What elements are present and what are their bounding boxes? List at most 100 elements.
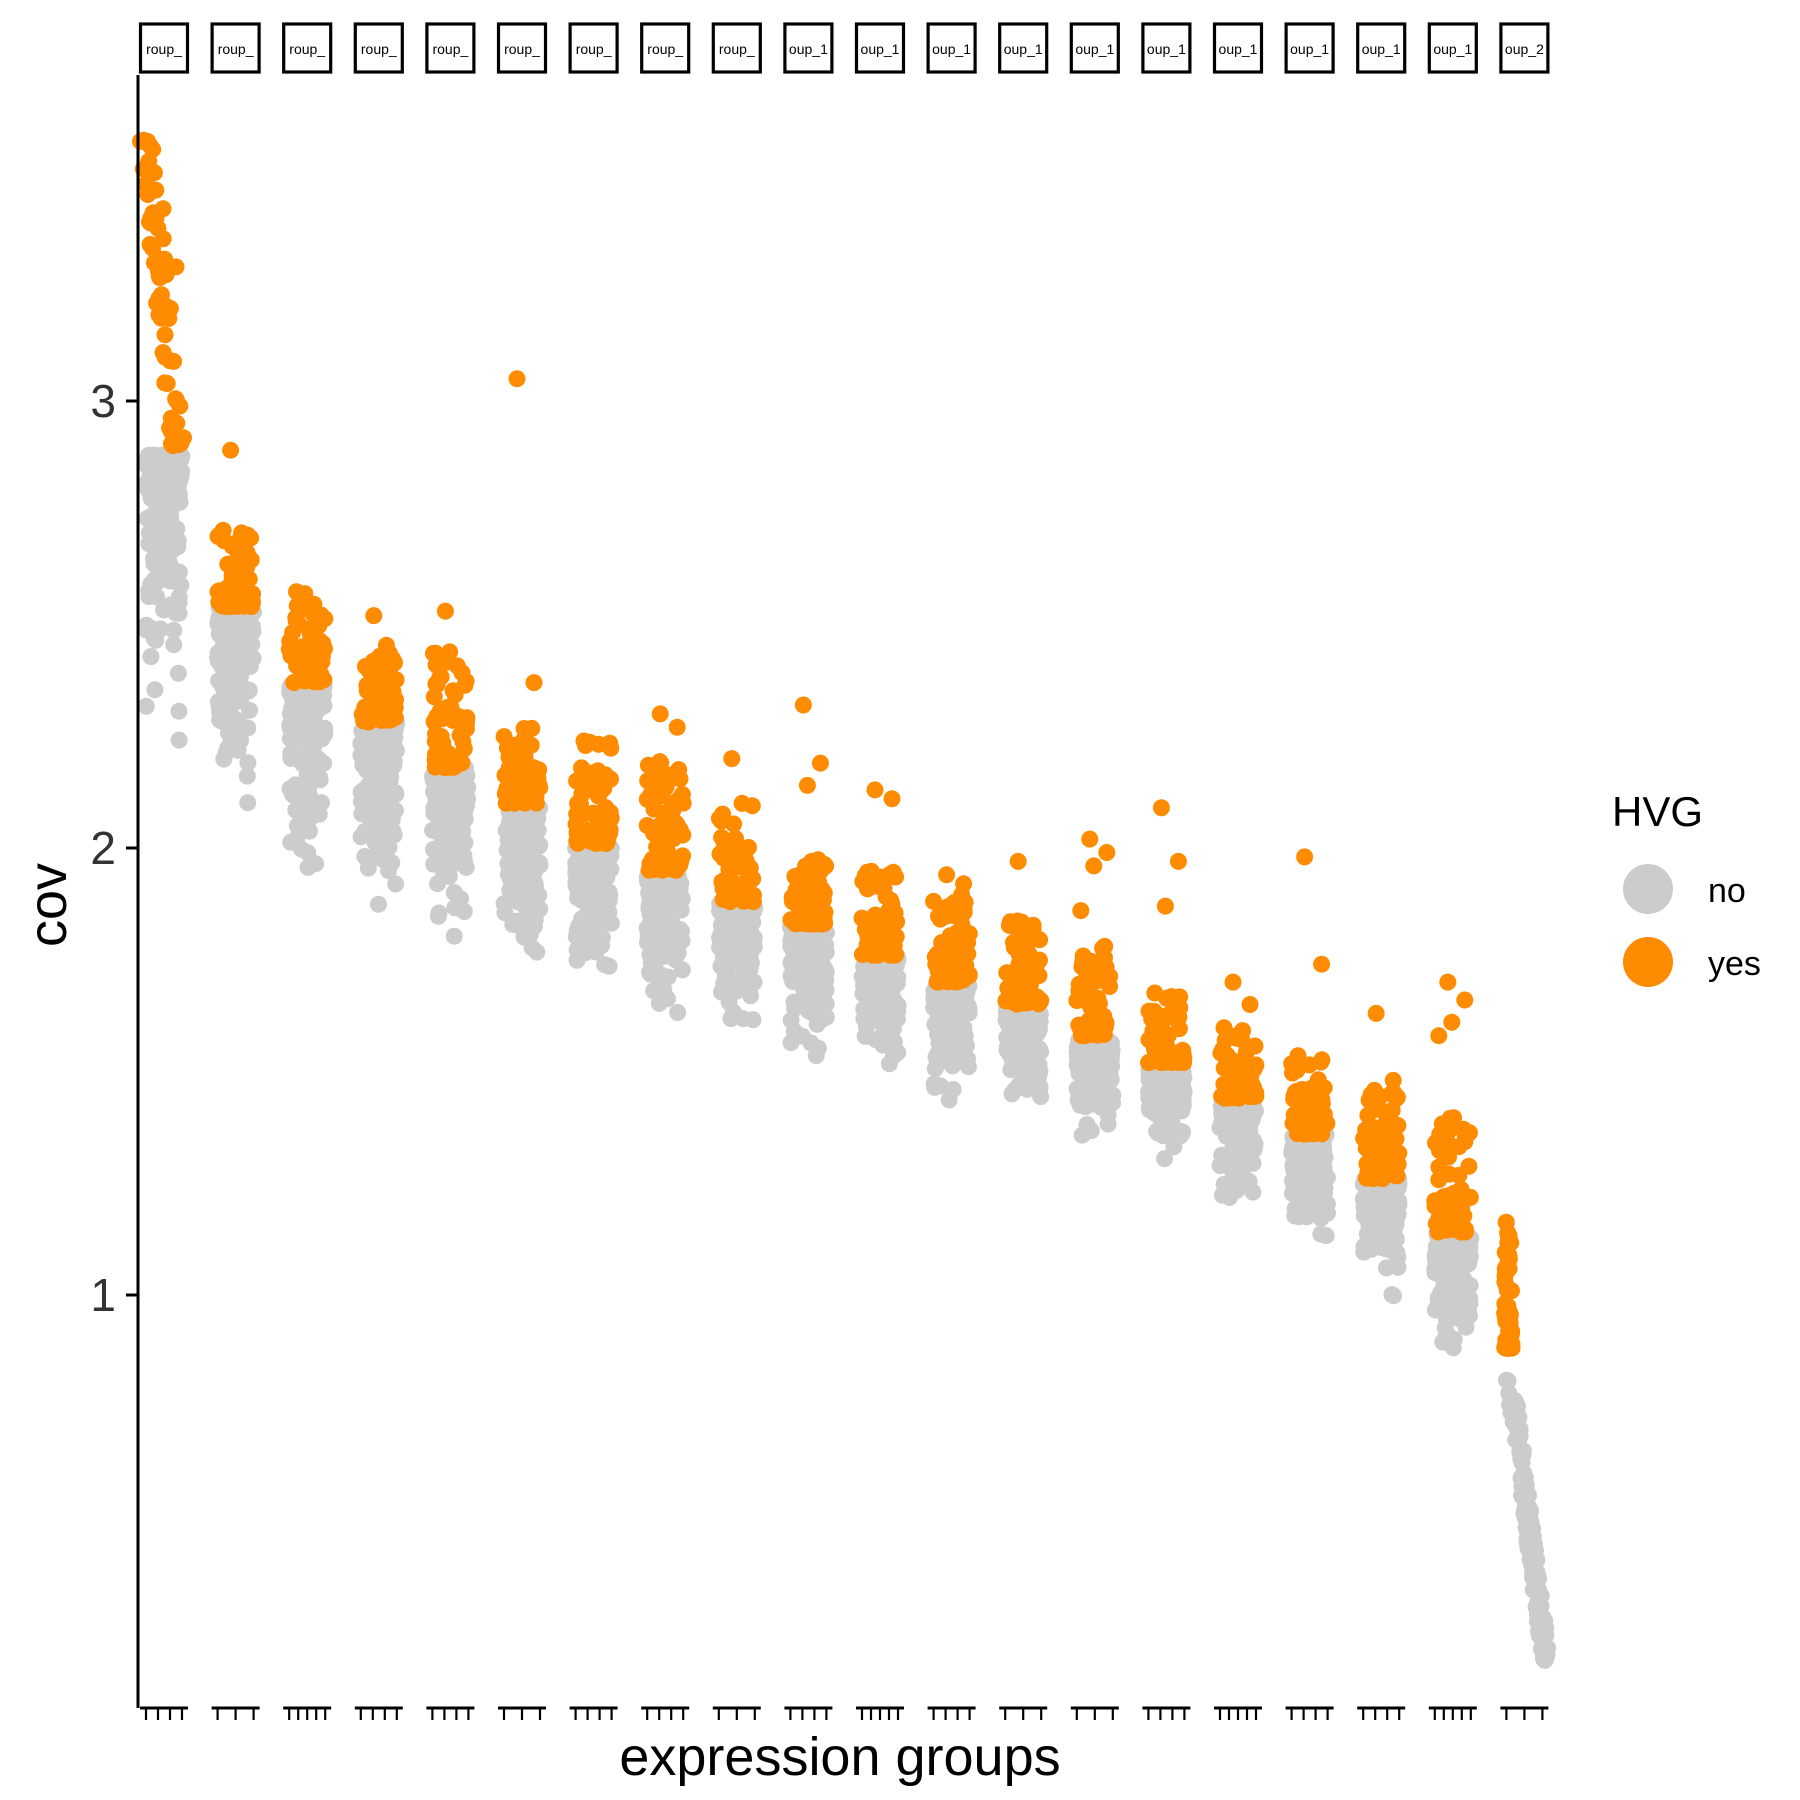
point-yes-outlier [723, 750, 741, 768]
point-no [314, 725, 332, 743]
point-yes-outlier [1085, 857, 1103, 875]
point-yes [438, 758, 456, 776]
facet-strip-19: oup_1 [1427, 22, 1478, 74]
point-yes [868, 877, 885, 895]
point-no [1216, 1152, 1234, 1170]
point-no [1432, 1297, 1450, 1315]
point-no [508, 858, 526, 876]
point-no [1237, 1119, 1255, 1136]
point-no [169, 538, 187, 556]
point-yes [1364, 1101, 1382, 1119]
point-no [1434, 1333, 1452, 1351]
point-yes [152, 257, 170, 275]
point-yes-outlier [1081, 830, 1099, 848]
facet-strip-13: oup_1 [998, 22, 1049, 74]
point-yes [815, 855, 833, 873]
point-yes [650, 762, 668, 780]
point-yes [142, 214, 159, 232]
point-yes [1073, 1026, 1091, 1044]
point-no [1159, 1092, 1177, 1109]
point-yes [242, 596, 260, 614]
x-axis-title: expression groups [619, 1727, 1060, 1787]
point-no [1449, 1290, 1467, 1308]
point-yes [154, 344, 172, 362]
point-no [155, 520, 172, 538]
point-no [889, 996, 907, 1014]
facet-points-8 [638, 705, 692, 1021]
point-no [446, 899, 464, 917]
point-yes [1096, 937, 1114, 955]
facet-points-4 [352, 607, 406, 913]
point-no [145, 630, 163, 648]
point-yes-outlier [222, 441, 240, 459]
point-no [219, 696, 237, 714]
point-no [1385, 1287, 1403, 1305]
facet-strip-label: roup_ [361, 41, 397, 57]
facet-points-9 [710, 750, 764, 1029]
point-yes [655, 831, 673, 849]
point-no [652, 966, 670, 984]
point-no [880, 1028, 898, 1046]
point-yes [601, 803, 619, 821]
facet-strip-label: oup_1 [789, 41, 828, 57]
point-no [1312, 1209, 1330, 1227]
x-axis-group-18 [1357, 1706, 1406, 1720]
point-no [227, 736, 245, 753]
point-yes [1383, 1101, 1401, 1119]
point-yes [1227, 1087, 1245, 1105]
point-yes [1301, 1123, 1319, 1141]
point-yes [156, 326, 174, 344]
point-yes [866, 929, 884, 947]
point-yes-outlier [1456, 991, 1474, 1009]
point-yes-outlier [239, 526, 257, 544]
y-axis-title: cov [18, 863, 78, 947]
point-no [153, 504, 171, 521]
point-yes [385, 671, 403, 688]
point-yes-outlier [794, 696, 812, 714]
point-no [370, 895, 387, 913]
point-yes [672, 853, 690, 871]
point-yes [1503, 1339, 1521, 1357]
point-no [596, 956, 614, 974]
point-yes [1431, 1126, 1449, 1143]
point-no [1312, 1225, 1330, 1243]
point-no [1504, 1413, 1522, 1431]
point-no [1524, 1520, 1542, 1538]
point-no [785, 1022, 803, 1040]
point-no [282, 716, 299, 733]
facet-points-1 [132, 131, 192, 749]
point-yes-outlier [154, 200, 172, 218]
x-axis-group-19 [1428, 1706, 1477, 1720]
facet-strip-18: oup_1 [1356, 22, 1407, 74]
point-no [641, 916, 659, 934]
point-yes [439, 649, 457, 667]
point-no [157, 459, 175, 477]
facet-points-14 [1068, 830, 1122, 1144]
point-no [217, 683, 235, 701]
point-no [212, 627, 230, 645]
legend-label-yes: yes [1708, 945, 1761, 983]
x-axis-group-9 [712, 1706, 761, 1720]
point-yes [1158, 1038, 1176, 1056]
point-yes [1013, 928, 1030, 946]
point-no [217, 713, 235, 730]
point-yes [1362, 1086, 1380, 1104]
point-yes [1313, 1095, 1331, 1112]
point-yes [161, 300, 179, 317]
point-no [1240, 1172, 1258, 1190]
point-no [445, 927, 463, 945]
x-axis-group-8 [641, 1706, 690, 1720]
point-no [520, 881, 538, 899]
point-no [137, 616, 155, 634]
point-no [1011, 1062, 1029, 1080]
legend-swatch-yes [1623, 937, 1673, 987]
point-no [168, 520, 186, 538]
x-axis-group-20 [1500, 1706, 1549, 1720]
x-axis-group-7 [569, 1706, 618, 1720]
point-yes [300, 639, 318, 657]
point-yes-outlier [866, 781, 884, 799]
facet-strip-label: roup_ [146, 41, 182, 57]
point-yes-outlier [1313, 955, 1331, 973]
x-axis-group-3 [283, 1706, 332, 1720]
point-yes-outlier [1241, 996, 1259, 1013]
